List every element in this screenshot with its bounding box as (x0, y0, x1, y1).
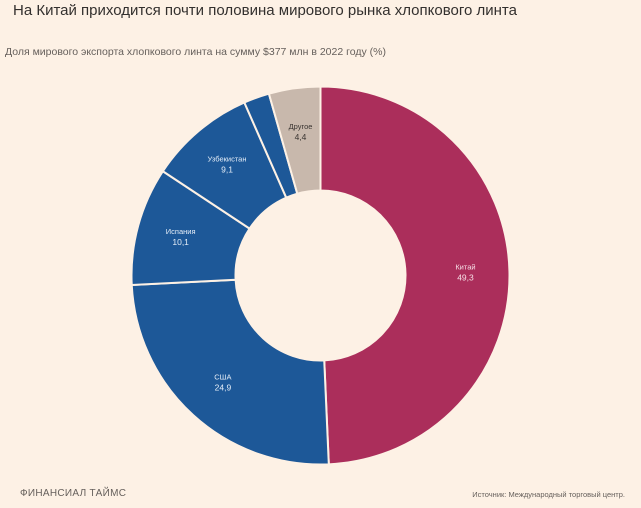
slice-label-другое: Другое (289, 122, 313, 131)
brand-logo: ФИНАНСИАЛ ТАЙМС (20, 488, 127, 499)
slice-value-китай: 49,3 (457, 272, 474, 282)
source-note: Источник: Международный торговый центр. (472, 490, 625, 499)
slice-сша (130, 278, 330, 466)
slice-label-испания: Испания (166, 227, 196, 236)
slice-label-сша: США (214, 373, 231, 382)
slice-value-узбекистан: 9,1 (221, 165, 233, 175)
chart-title: На Китай приходится почти половина миров… (13, 2, 517, 19)
slice-value-сша: 24,9 (215, 383, 232, 393)
slice-label-узбекистан: Узбекистан (208, 155, 247, 164)
slice-китай (319, 85, 511, 466)
slice-value-другое: 4,4 (295, 132, 307, 142)
slice-value-испания: 10,1 (172, 237, 189, 247)
slice-другое (267, 85, 322, 195)
chart-subtitle: Доля мирового экспорта хлопкового линта … (5, 46, 386, 58)
slice-label-китай: Китай (455, 262, 475, 271)
